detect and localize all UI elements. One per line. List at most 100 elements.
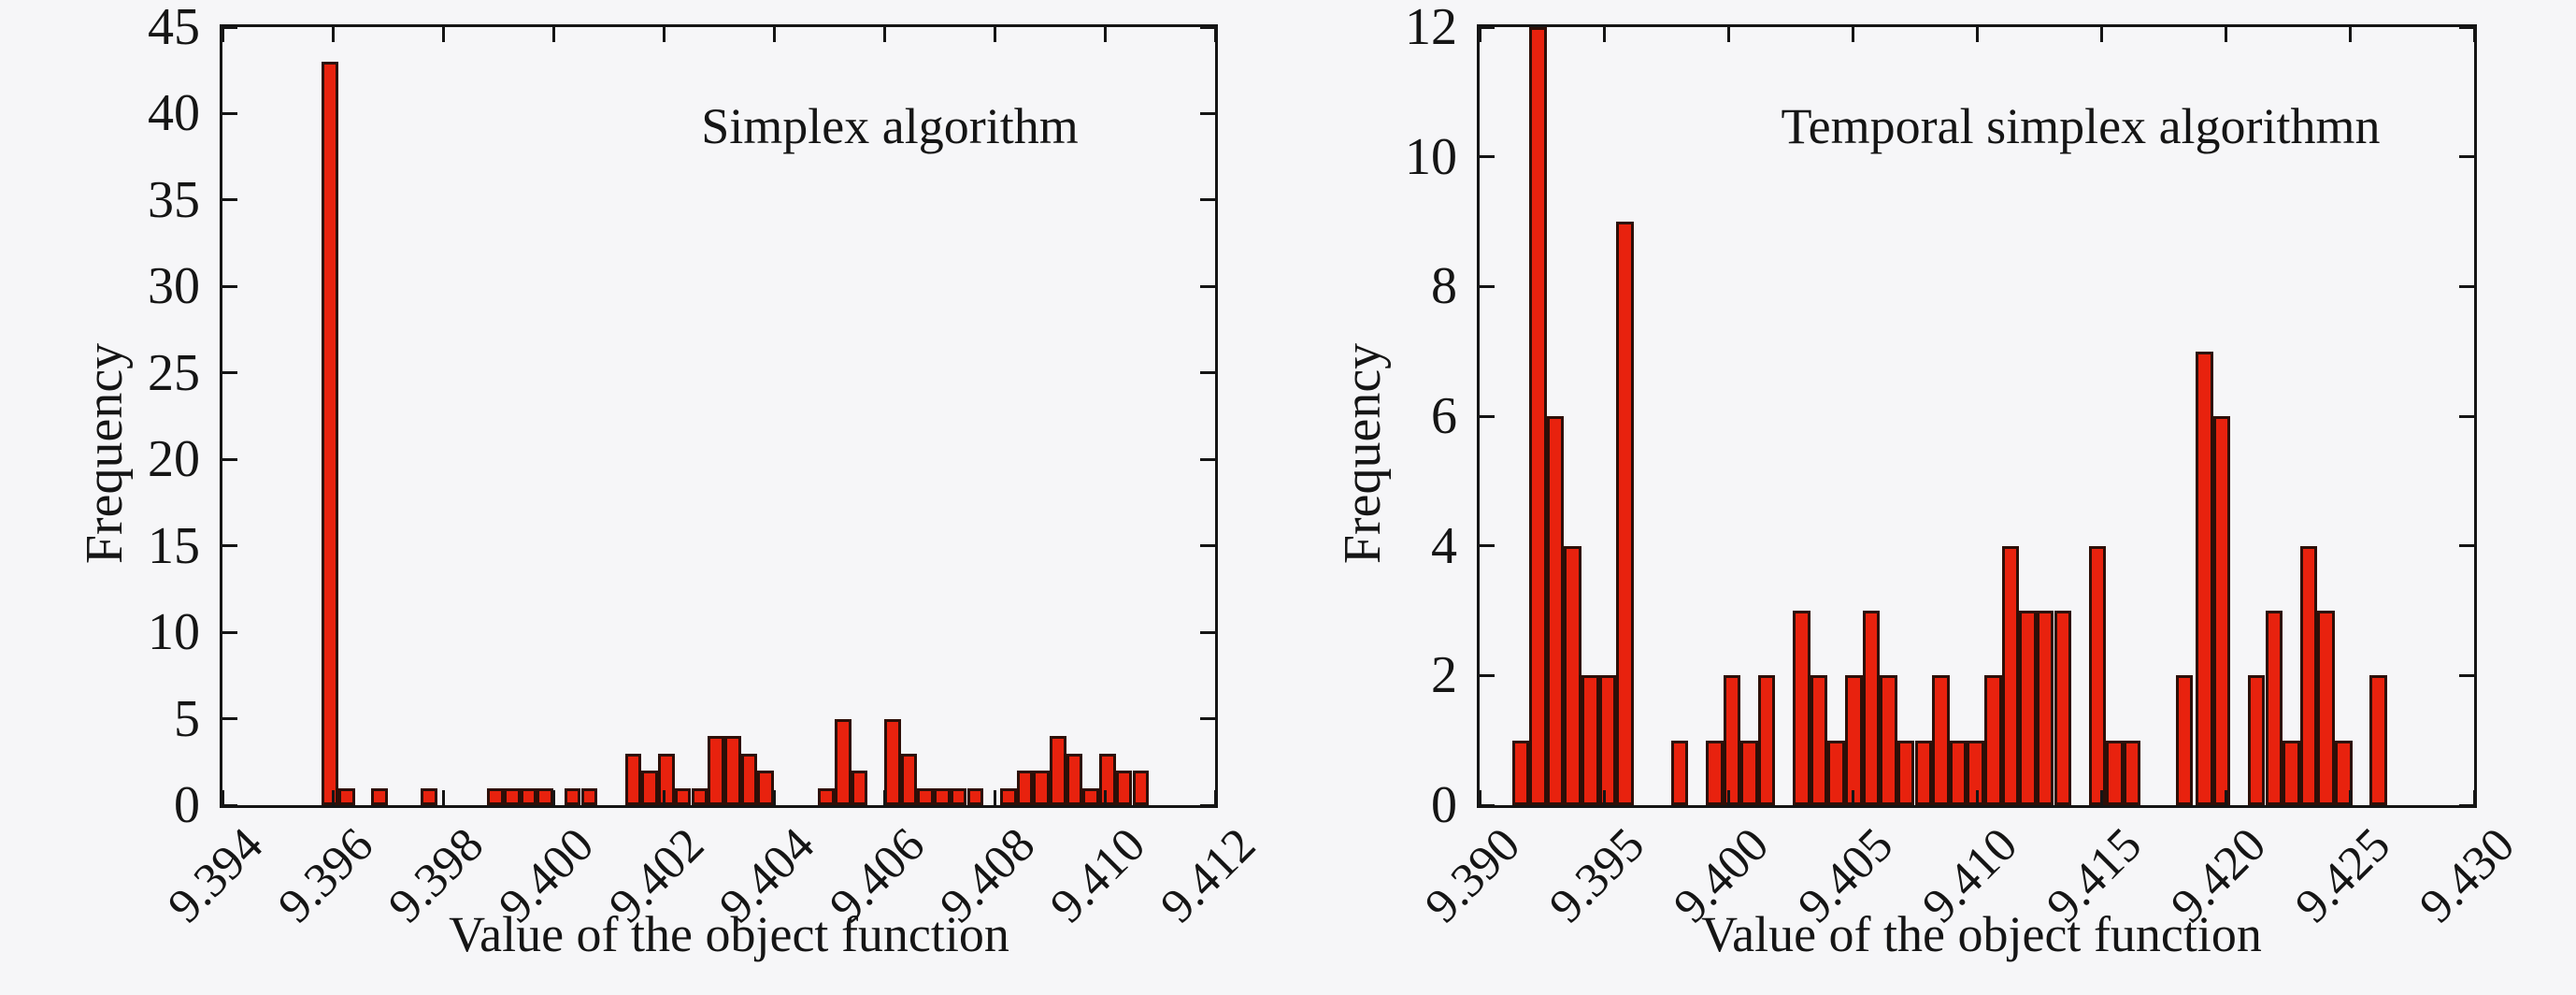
y-tick-label: 0 <box>1431 776 1457 834</box>
histogram-bar <box>2317 611 2335 805</box>
y-tick-mark <box>222 371 237 375</box>
x-tick-mark <box>772 27 776 42</box>
histogram-bar <box>1862 611 1881 805</box>
histogram-bar <box>740 753 758 805</box>
y-tick-label: 40 <box>148 84 200 143</box>
x-tick-mark <box>1213 790 1217 805</box>
histogram-bar <box>723 736 741 805</box>
histogram-bar <box>757 771 774 805</box>
histogram-bar <box>2265 611 2283 805</box>
histogram-bar <box>1066 753 1083 805</box>
x-tick-mark <box>1975 27 1979 42</box>
histogram-bar <box>564 787 581 805</box>
x-tick-mark <box>1726 790 1730 805</box>
y-tick-label: 5 <box>174 689 200 748</box>
histogram-bar <box>2212 416 2231 805</box>
x-tick-mark <box>331 27 335 42</box>
histogram-bar <box>884 718 901 805</box>
y-tick-label: 4 <box>1431 516 1457 575</box>
histogram-bar <box>708 736 724 805</box>
histogram-bar <box>691 787 708 805</box>
x-tick-mark <box>2348 790 2352 805</box>
histogram-bar <box>1564 545 1581 805</box>
histogram-bar <box>1845 675 1863 805</box>
histogram-bar <box>1740 740 1758 805</box>
x-tick-mark <box>221 27 224 42</box>
histogram-bar <box>371 787 388 805</box>
plot-area <box>220 24 1218 808</box>
y-tick-mark <box>222 25 237 29</box>
y-tick-mark <box>1480 544 1495 548</box>
y-tick-mark <box>1200 457 1215 461</box>
histogram-bar <box>1132 771 1150 805</box>
histogram-bar <box>322 62 338 805</box>
histogram-bar <box>917 787 935 805</box>
x-tick-mark <box>1975 790 1979 805</box>
x-tick-mark <box>2224 790 2227 805</box>
histogram-bar <box>487 787 504 805</box>
y-tick-mark <box>222 717 237 721</box>
y-tick-mark <box>2459 544 2474 548</box>
x-tick-mark <box>1851 790 1854 805</box>
histogram-bar <box>1546 416 1565 805</box>
histogram-bar <box>1016 771 1034 805</box>
y-tick-label: 2 <box>1431 646 1457 705</box>
histogram-bar <box>999 787 1017 805</box>
chart-title: Simplex algorithm <box>701 98 1079 154</box>
x-tick-mark <box>993 790 996 805</box>
y-tick-mark <box>222 544 237 548</box>
y-tick-mark <box>1480 25 1495 29</box>
y-tick-mark <box>2459 673 2474 677</box>
y-tick-mark <box>1200 630 1215 634</box>
histogram-bar <box>1082 787 1100 805</box>
y-tick-mark <box>2459 25 2474 29</box>
histogram-bar <box>2019 611 2037 805</box>
histogram-bar <box>1880 675 1897 805</box>
histogram-bar <box>1706 740 1724 805</box>
histogram-bar <box>1115 771 1133 805</box>
histogram-bar <box>1616 222 1634 805</box>
histogram-bar <box>2036 611 2054 805</box>
histogram-bar <box>900 753 918 805</box>
x-tick-mark <box>1478 27 1481 42</box>
y-tick-label: 35 <box>148 170 200 229</box>
histogram-bar <box>1598 675 1617 805</box>
histogram-bar <box>2299 545 2318 805</box>
histogram-bar <box>1511 740 1530 805</box>
histogram-bar <box>580 787 598 805</box>
y-tick-mark <box>222 803 237 807</box>
histogram-bar <box>674 787 692 805</box>
x-tick-mark <box>882 790 886 805</box>
histogram-bar <box>1670 740 1689 805</box>
y-tick-mark <box>1200 111 1215 115</box>
y-tick-mark <box>2459 155 2474 159</box>
y-tick-mark <box>222 630 237 634</box>
x-tick-mark <box>2224 27 2227 42</box>
y-tick-mark <box>1200 544 1215 548</box>
histogram-bar <box>421 787 438 805</box>
histogram-bar <box>2054 611 2072 805</box>
histogram-bar <box>851 771 868 805</box>
x-tick-mark <box>2348 27 2352 42</box>
y-tick-mark <box>222 457 237 461</box>
x-tick-mark <box>551 27 555 42</box>
y-tick-label: 0 <box>174 776 200 834</box>
histogram-bar <box>337 787 355 805</box>
y-tick-mark <box>1200 284 1215 288</box>
histogram-bar <box>2175 675 2194 805</box>
y-tick-mark <box>222 284 237 288</box>
x-tick-mark <box>1726 27 1730 42</box>
histogram-bar <box>1949 740 1968 805</box>
histogram-bar <box>503 787 521 805</box>
histogram-bar <box>1723 675 1741 805</box>
histogram-bar <box>1914 740 1933 805</box>
y-tick-label: 8 <box>1431 257 1457 316</box>
x-tick-mark <box>2099 27 2103 42</box>
x-tick-mark <box>331 790 335 805</box>
y-tick-mark <box>1480 414 1495 418</box>
x-tick-mark <box>1103 27 1107 42</box>
chart-title: Temporal simplex algorithmn <box>1781 98 2381 154</box>
x-tick-mark <box>441 27 445 42</box>
